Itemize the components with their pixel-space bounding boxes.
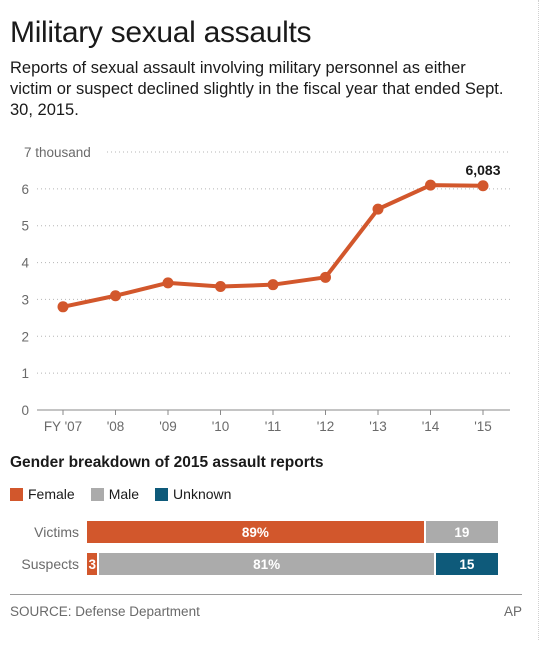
legend-item-female: Female xyxy=(10,486,75,502)
data-point xyxy=(110,290,121,302)
x-tick-label: '09 xyxy=(159,419,177,434)
bar-row-suspects: Suspects 3 81% 15 xyxy=(0,553,545,575)
right-edge-dotted-border xyxy=(537,0,539,640)
line-chart: 0 1 2 3 4 5 6 7 thousand FY '07 '08 '09 '10 '11 '12 '1… xyxy=(21,145,510,434)
bar-segment-label: 3 xyxy=(88,556,96,572)
bar-segment-male: 81% xyxy=(99,553,436,575)
legend-label-unknown: Unknown xyxy=(173,486,232,502)
bar-label-victims: Victims xyxy=(34,524,79,540)
y-tick-label: 7 thousand xyxy=(24,145,91,160)
footer-rule xyxy=(10,594,522,595)
bar-segment-female: 89% xyxy=(87,521,426,543)
credit-note: AP xyxy=(503,604,522,619)
data-point xyxy=(215,281,226,293)
bar-segment-unknown: 15 xyxy=(435,553,498,575)
y-tick-label: 5 xyxy=(21,219,29,234)
data-point xyxy=(477,180,489,192)
y-tick-label: 3 xyxy=(21,292,29,307)
data-point xyxy=(320,271,331,283)
legend-swatch-unknown xyxy=(155,487,169,501)
legend-swatch-male xyxy=(90,487,104,501)
y-tick-label: 0 xyxy=(21,403,29,418)
data-point xyxy=(162,277,174,289)
x-tick-label: '10 xyxy=(212,419,230,434)
value-annotation: 6,083 xyxy=(465,162,500,178)
bar-segment-female: 3 xyxy=(87,553,100,575)
legend-label-male: Male xyxy=(108,486,140,502)
data-point xyxy=(425,179,436,191)
bar-segment-male: 19 xyxy=(425,521,498,543)
bar-legend: Female Male Unknown xyxy=(10,486,247,502)
chart-subtitle: Reports of sexual assault involving mili… xyxy=(10,59,504,119)
y-tick-label: 1 xyxy=(21,366,29,381)
data-point xyxy=(372,203,384,215)
y-tick-label: 6 xyxy=(21,182,29,197)
chart-title: Military sexual assaults xyxy=(10,16,312,49)
bar-segment-label: 19 xyxy=(454,524,470,540)
x-tick-label: '13 xyxy=(369,419,387,434)
legend-item-unknown: Unknown xyxy=(155,486,231,502)
y-tick-label: 4 xyxy=(21,256,29,271)
x-tick-label: FY '07 xyxy=(44,419,82,434)
data-point xyxy=(57,301,69,313)
x-tick-label: '14 xyxy=(422,419,440,434)
bar-row-victims: Victims 89% 19 xyxy=(0,521,545,543)
x-tick-label: '08 xyxy=(107,419,125,434)
gender-breakdown-title: Gender breakdown of 2015 assault reports xyxy=(10,454,324,471)
legend-item-male: Male xyxy=(90,486,140,502)
x-tick-label: '15 xyxy=(474,419,492,434)
bar-track-victims: 89% 19 xyxy=(87,521,498,543)
legend-label-female: Female xyxy=(28,486,75,502)
x-tick-label: '11 xyxy=(265,419,282,434)
data-point xyxy=(267,279,279,291)
x-tick-label: '12 xyxy=(317,419,335,434)
source-note: SOURCE: Defense Department xyxy=(10,604,200,619)
y-tick-label: 2 xyxy=(21,329,29,344)
bar-track-suspects: 3 81% 15 xyxy=(87,553,498,575)
legend-swatch-female xyxy=(10,487,23,501)
bar-label-suspects: Suspects xyxy=(21,556,79,572)
bar-segment-label: 15 xyxy=(459,556,475,572)
bar-segment-label: 89% xyxy=(241,524,269,540)
bar-segment-label: 81% xyxy=(253,556,281,572)
